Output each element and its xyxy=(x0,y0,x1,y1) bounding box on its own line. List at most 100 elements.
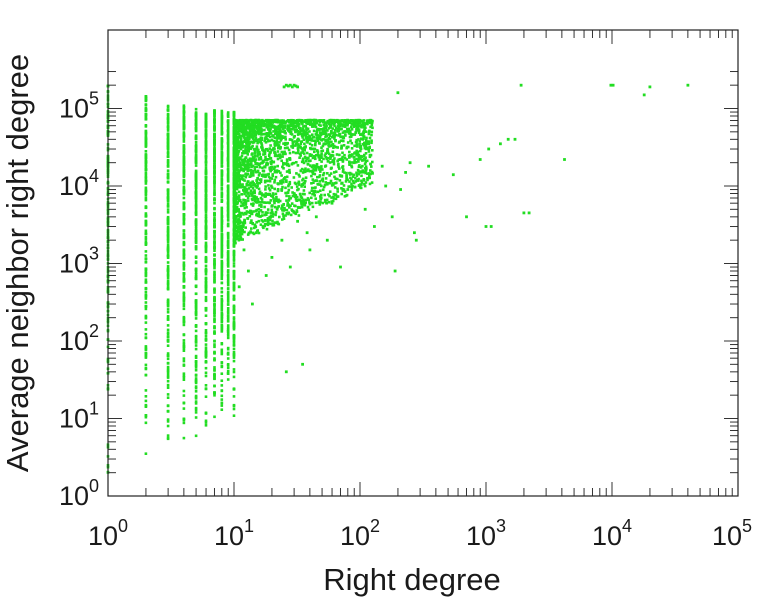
data-point xyxy=(226,134,230,137)
data-point xyxy=(257,219,261,223)
data-point xyxy=(324,164,328,167)
data-point xyxy=(260,146,264,150)
data-point xyxy=(166,152,170,156)
data-point xyxy=(323,193,326,197)
data-point xyxy=(238,128,242,131)
data-point xyxy=(259,130,262,133)
data-point xyxy=(226,112,230,115)
data-point xyxy=(302,199,306,203)
data-point xyxy=(204,374,208,378)
data-point xyxy=(204,169,208,172)
data-point xyxy=(351,184,354,188)
data-point xyxy=(261,132,265,136)
data-point xyxy=(245,206,248,209)
data-point xyxy=(232,297,236,300)
data-point xyxy=(324,138,327,142)
data-point xyxy=(258,204,261,207)
data-point xyxy=(234,218,237,221)
data-point xyxy=(275,169,279,172)
data-point xyxy=(307,159,311,163)
data-point xyxy=(257,132,260,136)
data-point xyxy=(166,169,170,172)
data-point xyxy=(246,196,250,200)
data-point xyxy=(240,154,244,158)
data-point xyxy=(324,142,327,146)
data-point xyxy=(204,264,208,268)
data-point xyxy=(288,171,291,174)
data-point xyxy=(329,123,332,126)
data-point xyxy=(194,309,198,312)
data-point xyxy=(314,140,317,144)
data-point xyxy=(194,172,198,175)
data-point xyxy=(317,155,320,159)
data-point xyxy=(194,169,198,173)
data-point xyxy=(324,181,328,184)
data-point xyxy=(269,135,272,139)
data-point xyxy=(289,123,292,127)
data-point xyxy=(287,126,290,130)
data-point xyxy=(365,140,368,144)
data-point xyxy=(213,295,216,299)
data-point xyxy=(243,230,246,234)
data-point xyxy=(258,201,261,204)
data-point xyxy=(295,119,299,122)
data-point xyxy=(220,263,224,267)
data-point xyxy=(226,275,230,278)
data-point xyxy=(232,218,236,221)
data-point xyxy=(232,185,236,189)
data-point xyxy=(220,323,224,327)
data-point xyxy=(367,130,371,134)
data-point xyxy=(273,205,277,209)
data-point xyxy=(182,190,186,194)
data-point xyxy=(144,452,148,455)
data-point xyxy=(299,169,303,172)
data-point xyxy=(213,230,216,234)
data-point xyxy=(233,223,236,227)
data-point xyxy=(310,201,314,205)
data-point xyxy=(248,126,251,130)
data-point xyxy=(258,215,261,218)
data-point xyxy=(226,291,230,294)
data-point xyxy=(166,115,170,119)
data-point xyxy=(253,223,257,227)
data-point xyxy=(204,135,208,139)
data-point xyxy=(237,208,240,211)
data-point xyxy=(226,319,230,323)
data-point xyxy=(194,299,198,302)
data-point xyxy=(370,123,374,127)
data-point xyxy=(255,170,258,174)
data-point xyxy=(315,163,319,166)
data-point xyxy=(144,138,148,142)
data-point xyxy=(226,188,230,191)
data-point xyxy=(182,257,186,260)
data-point xyxy=(328,161,332,164)
data-point xyxy=(293,140,297,143)
data-point xyxy=(166,117,170,121)
data-point xyxy=(194,208,198,211)
data-point xyxy=(271,219,274,223)
data-point xyxy=(144,155,148,159)
data-point xyxy=(245,210,249,213)
data-point xyxy=(303,185,306,188)
data-point xyxy=(226,180,230,183)
data-point xyxy=(300,119,303,123)
data-point xyxy=(144,403,148,407)
data-point xyxy=(284,191,287,195)
data-point xyxy=(369,169,372,172)
data-point xyxy=(234,137,238,140)
data-point xyxy=(226,303,230,306)
data-point xyxy=(354,122,357,126)
data-point xyxy=(323,183,327,187)
data-point xyxy=(274,175,278,179)
data-point xyxy=(194,379,198,383)
data-point xyxy=(248,214,252,218)
data-point xyxy=(240,177,244,181)
data-point xyxy=(166,233,170,237)
data-point xyxy=(194,268,198,272)
data-point xyxy=(303,155,307,159)
data-point xyxy=(277,200,280,204)
data-point xyxy=(204,215,208,219)
data-point xyxy=(313,179,316,183)
data-point xyxy=(182,261,186,264)
data-point xyxy=(220,157,224,161)
